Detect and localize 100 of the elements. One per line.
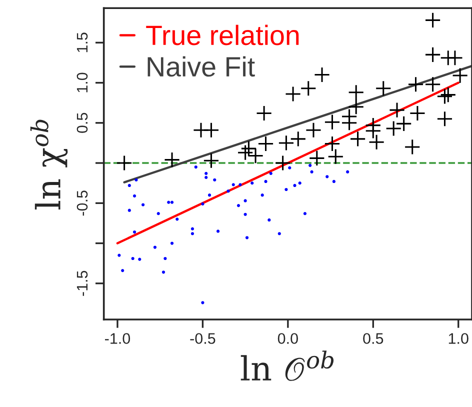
point — [298, 182, 302, 185]
point — [368, 134, 385, 150]
point — [116, 154, 132, 172]
point — [290, 130, 306, 147]
point — [268, 218, 271, 222]
point — [293, 184, 296, 188]
y-tick-label: -0.5 — [76, 190, 88, 216]
x-tick-label: 0.0 — [278, 333, 298, 344]
point — [170, 200, 174, 204]
point — [408, 76, 424, 92]
point — [284, 86, 302, 102]
y-axis-title: ln χ$^{ob}$ — [30, 120, 68, 210]
point — [128, 208, 131, 212]
point — [194, 165, 198, 169]
point — [328, 148, 344, 165]
point — [247, 148, 264, 164]
point — [201, 202, 204, 206]
point — [240, 140, 257, 157]
point — [424, 12, 441, 28]
point — [167, 200, 170, 204]
point — [332, 180, 336, 184]
point — [203, 152, 220, 169]
point — [238, 183, 242, 186]
point — [300, 80, 316, 96]
point — [303, 212, 307, 216]
point — [132, 194, 136, 198]
x-tick-label: -0.5 — [190, 333, 216, 344]
point — [365, 122, 382, 139]
point — [118, 254, 121, 257]
point — [121, 268, 124, 272]
point — [326, 175, 329, 178]
point — [305, 122, 322, 138]
point — [134, 178, 138, 182]
point — [208, 194, 212, 197]
point — [446, 50, 464, 66]
point — [386, 120, 402, 137]
point — [324, 114, 340, 130]
point — [424, 46, 441, 63]
point — [164, 152, 180, 168]
point — [264, 180, 268, 184]
point — [250, 182, 254, 185]
point — [308, 164, 312, 167]
x-tick-label: 0.5 — [363, 333, 384, 344]
point — [204, 172, 208, 175]
x-axis-title: ln 𝒪$^{ob}$ — [240, 350, 334, 381]
point — [244, 212, 247, 216]
point — [424, 76, 441, 92]
point — [232, 183, 235, 186]
point — [256, 105, 272, 122]
point — [190, 227, 194, 230]
point — [274, 154, 291, 172]
point — [156, 212, 160, 216]
point — [201, 301, 204, 304]
y-tick-label: 0.5 — [76, 112, 88, 133]
point — [213, 178, 216, 182]
point — [216, 230, 220, 233]
point — [324, 136, 340, 152]
point — [237, 144, 254, 161]
y-tick-label: 1.5 — [76, 32, 88, 52]
point — [278, 232, 281, 236]
point — [348, 84, 364, 100]
point — [404, 138, 420, 156]
point — [436, 88, 453, 104]
point — [310, 170, 314, 174]
point — [314, 66, 330, 83]
point — [204, 176, 208, 180]
point — [141, 203, 145, 206]
point — [176, 218, 179, 221]
y-tick-label: -1.5 — [76, 270, 88, 296]
point — [388, 102, 406, 118]
point — [164, 256, 167, 260]
point — [170, 242, 174, 245]
point — [138, 258, 142, 261]
point — [258, 136, 274, 152]
point — [162, 270, 166, 274]
point — [346, 170, 350, 174]
point — [128, 184, 131, 188]
point — [350, 130, 366, 147]
point — [236, 204, 240, 208]
point — [284, 188, 288, 192]
point — [269, 172, 272, 175]
point — [245, 236, 249, 240]
x-tick-label: 1.0 — [448, 333, 468, 344]
point — [396, 116, 412, 132]
point — [244, 199, 247, 202]
point — [452, 68, 468, 84]
point — [203, 122, 220, 138]
point — [131, 256, 134, 260]
legend-label: Naive Fit — [148, 56, 255, 77]
point — [288, 166, 292, 170]
point — [260, 194, 264, 197]
point — [153, 246, 157, 249]
point — [132, 230, 136, 234]
legend-label: True relation — [146, 24, 299, 46]
point — [308, 150, 325, 166]
y-tick-label: 1.0 — [76, 72, 88, 92]
point — [226, 190, 230, 193]
point — [375, 80, 392, 96]
x-tick-label: -1.0 — [104, 333, 130, 344]
point — [190, 232, 194, 236]
